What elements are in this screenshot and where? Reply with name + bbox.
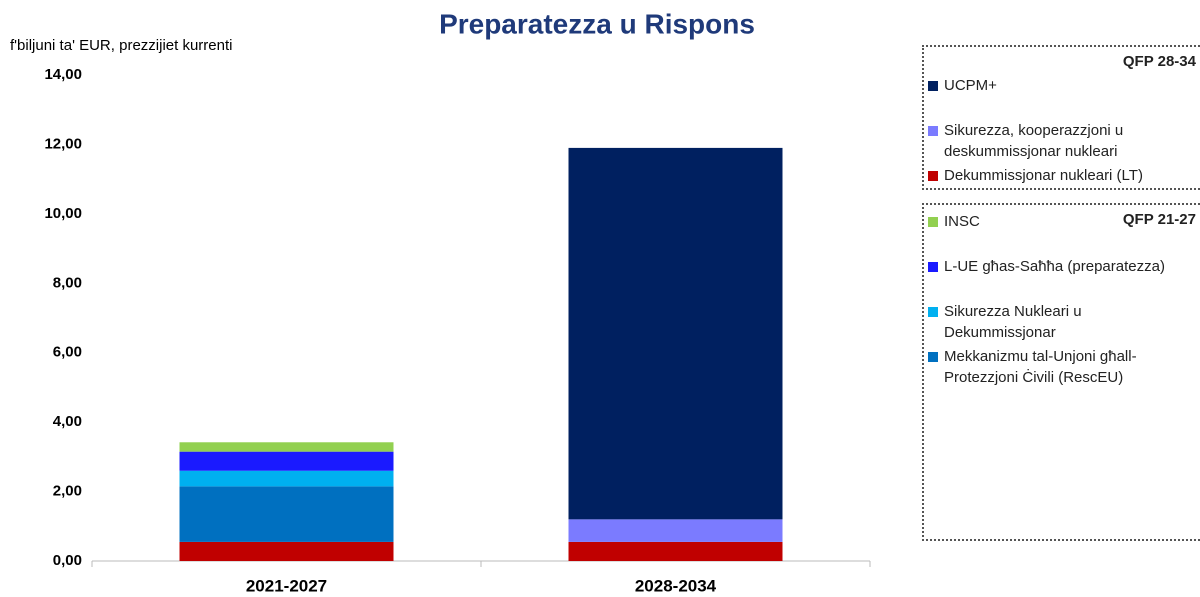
y-tick-label: 10,00 bbox=[44, 205, 82, 222]
legend-group: QFP 21-27 INSC L-UE għas-Saħħa (preparatez… bbox=[922, 203, 1200, 541]
x-tick-label: 2021-2027 bbox=[246, 576, 327, 595]
legend-swatch bbox=[928, 217, 938, 227]
legend-label: Dekummissjonar nukleari (LT) bbox=[944, 167, 1143, 184]
chart: Preparatezza u Rispons f'biljuni ta' EUR… bbox=[10, 8, 871, 595]
y-tick-label: 6,00 bbox=[53, 344, 82, 361]
legend-swatch bbox=[928, 171, 938, 181]
bar-segment bbox=[179, 541, 394, 561]
legend-label: INSC bbox=[944, 213, 980, 230]
bar-segment bbox=[179, 470, 394, 487]
y-tick-label: 14,00 bbox=[44, 66, 82, 83]
legend-label: L-UE għas-Saħħa (preparatezza) bbox=[944, 258, 1165, 275]
legend-label: Sikurezza Nukleari u Dekummissjonar bbox=[944, 303, 1082, 341]
legend-entry: L-UE għas-Saħħa (preparatezza) bbox=[924, 256, 1184, 301]
legend-group: QFP 28-34 UCPM+ Sikurezza, kooperazzjoni u… bbox=[922, 45, 1200, 190]
legend-entry: Dekummissjonar nukleari (LT) bbox=[924, 165, 1184, 210]
legend-entry: Mekkanizmu tal-Unjoni għall-Protezzjoni … bbox=[924, 346, 1184, 391]
y-tick-label: 8,00 bbox=[53, 274, 82, 291]
legend-swatch bbox=[928, 352, 938, 362]
bar-segment bbox=[568, 541, 783, 561]
y-tick-label: 12,00 bbox=[44, 135, 82, 152]
bar-segment bbox=[179, 486, 394, 542]
legend-label: Mekkanizmu tal-Unjoni għall-Protezzjoni … bbox=[944, 348, 1137, 386]
bar-segment bbox=[568, 147, 783, 520]
y-tick-label: 2,00 bbox=[53, 483, 82, 500]
legend-entry: UCPM+ bbox=[924, 75, 1184, 120]
chart-title: Preparatezza u Rispons bbox=[439, 8, 755, 39]
x-tick-label: 2028-2034 bbox=[635, 576, 717, 595]
legend-entry: Sikurezza, kooperazzjoni u deskummissjon… bbox=[924, 120, 1184, 165]
legend-swatch bbox=[928, 262, 938, 272]
y-tick-label: 4,00 bbox=[53, 413, 82, 430]
legend-swatch bbox=[928, 307, 938, 317]
y-axis-label: f'biljuni ta' EUR, prezzijiet kurrenti bbox=[10, 37, 232, 54]
legend-label: UCPM+ bbox=[944, 77, 997, 94]
legend-label: Sikurezza, kooperazzjoni u deskummissjon… bbox=[944, 122, 1124, 160]
legend-group-title: QFP 21-27 bbox=[1122, 211, 1196, 228]
legend-swatch bbox=[928, 81, 938, 91]
bar-segment bbox=[179, 451, 394, 471]
legend-swatch bbox=[928, 126, 938, 136]
legend-entry: INSC bbox=[924, 211, 1184, 256]
bar-segment bbox=[179, 442, 394, 452]
legend-group-title: QFP 28-34 bbox=[1122, 53, 1196, 70]
bar-segment bbox=[568, 519, 783, 542]
legend-entry: Sikurezza Nukleari u Dekummissjonar bbox=[924, 301, 1184, 346]
y-tick-label: 0,00 bbox=[53, 552, 82, 569]
